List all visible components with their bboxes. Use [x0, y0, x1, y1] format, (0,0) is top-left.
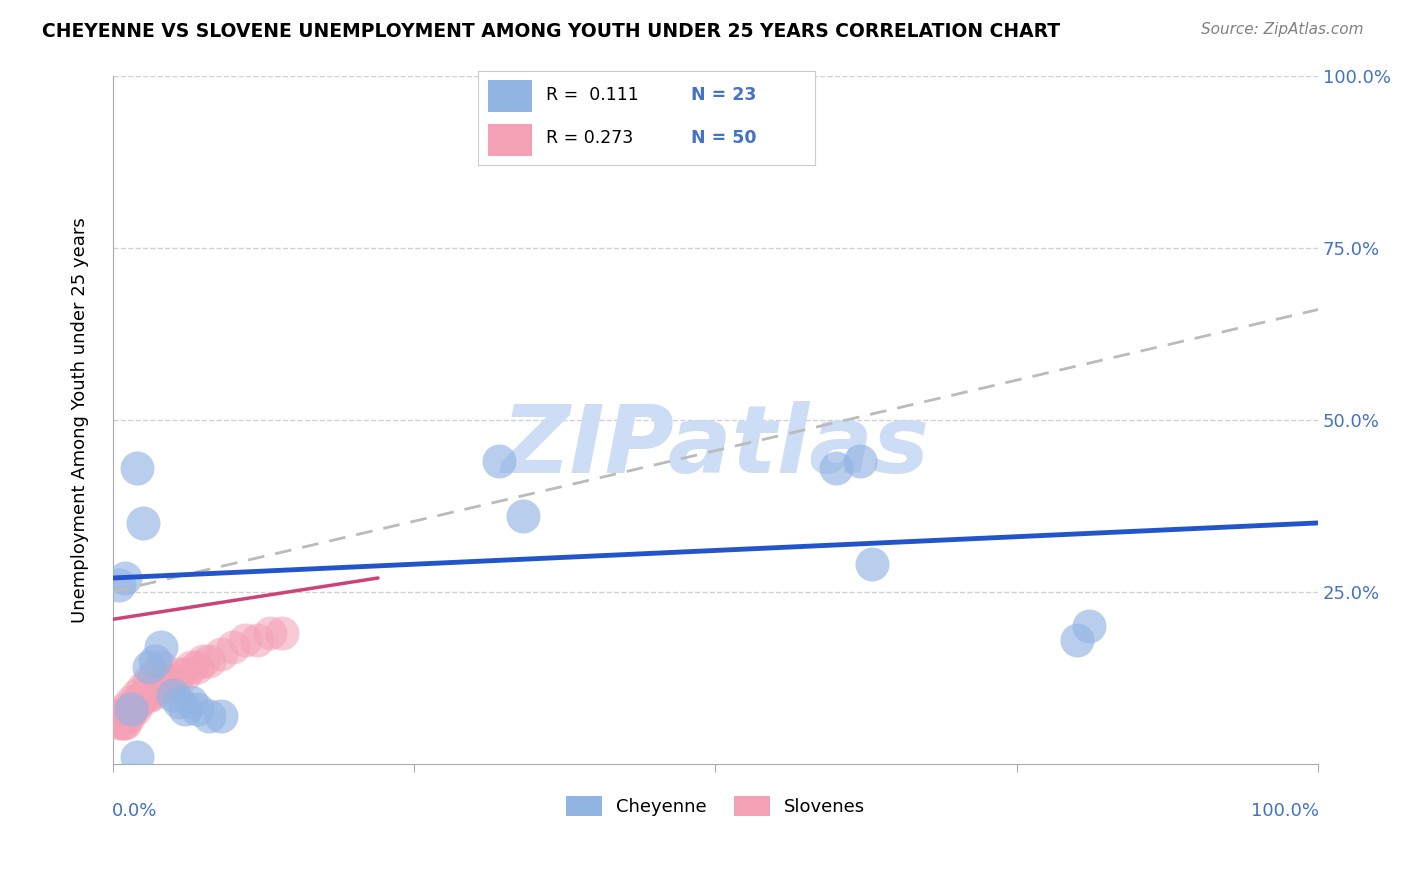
Point [159, 674, 181, 689]
Point [209, 647, 232, 661]
Point [512, 509, 534, 524]
Point [120, 695, 142, 709]
Point [167, 695, 190, 709]
Point [193, 654, 215, 668]
Point [1078, 619, 1101, 633]
Point [138, 660, 160, 674]
Point [120, 702, 142, 716]
Point [117, 708, 139, 723]
Point [142, 681, 165, 695]
Point [132, 681, 155, 695]
FancyBboxPatch shape [488, 79, 531, 112]
Text: Source: ZipAtlas.com: Source: ZipAtlas.com [1201, 22, 1364, 37]
Point [167, 667, 190, 681]
Text: 100.0%: 100.0% [1251, 802, 1319, 820]
Point [125, 688, 148, 702]
Text: 0.0%: 0.0% [111, 802, 157, 820]
Point [143, 654, 166, 668]
Point [174, 702, 197, 716]
Legend: Cheyenne, Slovenes: Cheyenne, Slovenes [558, 789, 873, 823]
Point [849, 454, 872, 468]
Point [114, 715, 136, 730]
Text: R =  0.111: R = 0.111 [546, 87, 638, 104]
Text: CHEYENNE VS SLOVENE UNEMPLOYMENT AMONG YOUTH UNDER 25 YEARS CORRELATION CHART: CHEYENNE VS SLOVENE UNEMPLOYMENT AMONG Y… [42, 22, 1060, 41]
Text: N = 23: N = 23 [690, 87, 756, 104]
Point [132, 516, 155, 530]
Point [270, 626, 292, 640]
Point [198, 708, 221, 723]
Point [180, 660, 202, 674]
Point [121, 702, 143, 716]
Point [114, 571, 136, 585]
Point [488, 454, 510, 468]
Point [198, 654, 221, 668]
Point [222, 640, 245, 654]
Point [105, 708, 128, 723]
Point [145, 681, 167, 695]
Point [162, 688, 184, 702]
Point [120, 702, 142, 716]
Point [825, 460, 848, 475]
Y-axis label: Unemployment Among Youth under 25 years: Unemployment Among Youth under 25 years [72, 217, 89, 623]
Point [138, 688, 160, 702]
Point [174, 667, 197, 681]
Point [107, 708, 129, 723]
Point [104, 708, 127, 723]
Point [117, 708, 139, 723]
Point [1066, 632, 1088, 647]
FancyBboxPatch shape [488, 124, 531, 156]
Point [108, 578, 131, 592]
Point [180, 695, 202, 709]
Point [125, 460, 148, 475]
Point [108, 715, 131, 730]
Point [148, 681, 170, 695]
Point [150, 681, 173, 695]
Point [112, 715, 135, 730]
Point [125, 695, 148, 709]
Point [156, 674, 179, 689]
Point [108, 708, 131, 723]
Point [111, 715, 134, 730]
Point [125, 750, 148, 764]
Point [110, 708, 132, 723]
Point [162, 674, 184, 689]
Point [132, 688, 155, 702]
Text: N = 50: N = 50 [690, 129, 756, 147]
Point [209, 708, 232, 723]
Point [138, 674, 160, 689]
Point [150, 660, 173, 674]
Point [141, 688, 163, 702]
Text: ZIPatlas: ZIPatlas [502, 401, 929, 493]
Point [114, 702, 136, 716]
Point [143, 667, 166, 681]
Point [108, 708, 131, 723]
Point [118, 702, 141, 716]
Point [235, 632, 257, 647]
Point [860, 558, 883, 572]
Point [115, 708, 138, 723]
Point [135, 688, 157, 702]
Point [152, 674, 174, 689]
Point [186, 702, 208, 716]
Point [128, 695, 150, 709]
Point [259, 626, 281, 640]
Point [186, 660, 208, 674]
Point [246, 632, 269, 647]
Point [150, 640, 173, 654]
Text: R = 0.273: R = 0.273 [546, 129, 633, 147]
Point [124, 702, 146, 716]
